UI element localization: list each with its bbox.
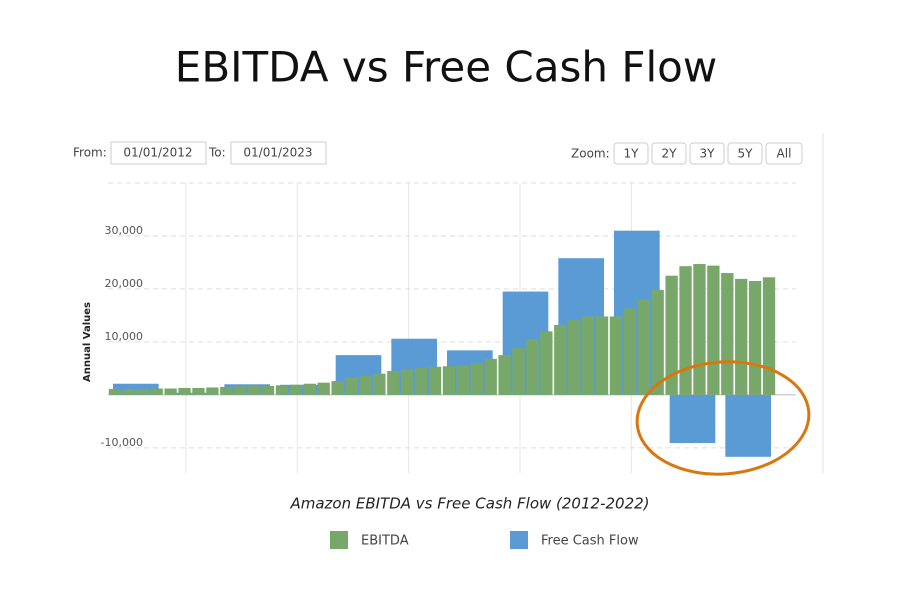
to-value[interactable]: 01/01/2023	[243, 146, 312, 160]
bar	[206, 387, 219, 395]
bar	[669, 394, 716, 444]
y-tick-label: 20,000	[105, 277, 144, 290]
zoom-button-label[interactable]: 3Y	[700, 147, 716, 161]
bar	[637, 299, 650, 395]
y-tick-label: 10,000	[105, 330, 144, 343]
y-axis-label: Annual Values	[82, 302, 93, 382]
bar	[540, 331, 553, 395]
bar	[526, 339, 539, 395]
bar	[280, 384, 326, 395]
bar	[220, 386, 233, 395]
bar	[289, 384, 303, 395]
zoom-button[interactable]	[765, 142, 803, 165]
bar	[470, 363, 483, 395]
zoom-button[interactable]	[613, 142, 649, 165]
bar	[456, 365, 470, 395]
bar	[150, 388, 163, 395]
bar	[359, 375, 372, 395]
bar	[735, 278, 748, 395]
bar	[168, 392, 215, 395]
to-input[interactable]	[230, 141, 327, 165]
bar	[568, 320, 581, 395]
bar	[623, 308, 637, 395]
to-label: To:	[208, 146, 226, 160]
zoom-buttons: 1Y 2Y 3Y 5Y All	[613, 142, 803, 165]
bar	[122, 389, 136, 395]
highlight-circle	[635, 360, 811, 476]
from-label: From:	[73, 146, 107, 160]
bars	[108, 230, 776, 457]
bar	[609, 316, 623, 395]
y-tick-label: 30,000	[105, 224, 144, 237]
bar	[345, 377, 358, 395]
legend-label[interactable]: EBITDA	[361, 534, 409, 549]
bar	[192, 387, 205, 395]
bar	[317, 382, 330, 395]
zoom-label: Zoom:	[571, 147, 610, 161]
bar	[428, 366, 442, 395]
bar	[554, 324, 567, 395]
bar	[234, 386, 247, 395]
bar	[136, 389, 149, 395]
bar	[224, 384, 270, 395]
bar	[331, 381, 344, 395]
bar	[247, 385, 261, 395]
zoom-button[interactable]	[651, 142, 687, 165]
bar	[414, 367, 428, 395]
bar	[373, 373, 386, 395]
legend: EBITDA Free Cash Flow	[330, 531, 639, 549]
bar	[108, 389, 122, 395]
legend-swatch[interactable]	[510, 531, 528, 549]
from-input[interactable]	[110, 141, 207, 165]
bar	[113, 383, 159, 395]
bar	[762, 277, 776, 395]
bar	[693, 264, 706, 395]
zoom-button-label[interactable]: 5Y	[738, 147, 754, 161]
bar	[748, 280, 762, 395]
bar	[178, 387, 191, 395]
bar	[707, 265, 720, 395]
bar	[303, 383, 316, 395]
bar	[581, 316, 595, 395]
bar	[275, 385, 289, 395]
caption: Amazon EBITDA vs Free Cash Flow (2012-20…	[289, 495, 649, 513]
bar	[401, 369, 414, 395]
bar	[679, 266, 692, 395]
y-tick-label: -10,000	[101, 436, 143, 449]
bar	[498, 355, 511, 395]
bar	[442, 366, 456, 395]
zoom-button[interactable]	[727, 142, 763, 165]
bar	[484, 358, 497, 395]
bar	[261, 385, 275, 395]
bar	[665, 275, 678, 395]
zoom-button-label[interactable]: 1Y	[624, 147, 640, 161]
zoom-button-label[interactable]: 2Y	[662, 147, 678, 161]
bar	[651, 289, 664, 395]
chart-title: EBITDA vs Free Cash Flow	[175, 43, 717, 92]
from-value[interactable]: 01/01/2012	[123, 146, 192, 160]
bar	[721, 273, 734, 395]
legend-label[interactable]: Free Cash Flow	[541, 534, 639, 549]
bar	[512, 348, 525, 395]
bar	[387, 371, 400, 395]
bar	[595, 316, 609, 395]
legend-swatch[interactable]	[330, 531, 348, 549]
zoom-button[interactable]	[689, 142, 725, 165]
zoom-button-label[interactable]: All	[777, 147, 792, 161]
bar	[725, 394, 771, 457]
bar	[164, 388, 177, 395]
